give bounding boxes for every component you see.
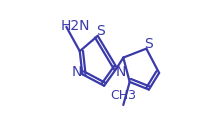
Text: N: N [116,65,126,79]
Text: S: S [145,36,153,51]
Text: N: N [72,65,82,79]
Text: CH3: CH3 [110,89,136,102]
Text: S: S [96,24,105,38]
Text: H2N: H2N [61,19,90,33]
